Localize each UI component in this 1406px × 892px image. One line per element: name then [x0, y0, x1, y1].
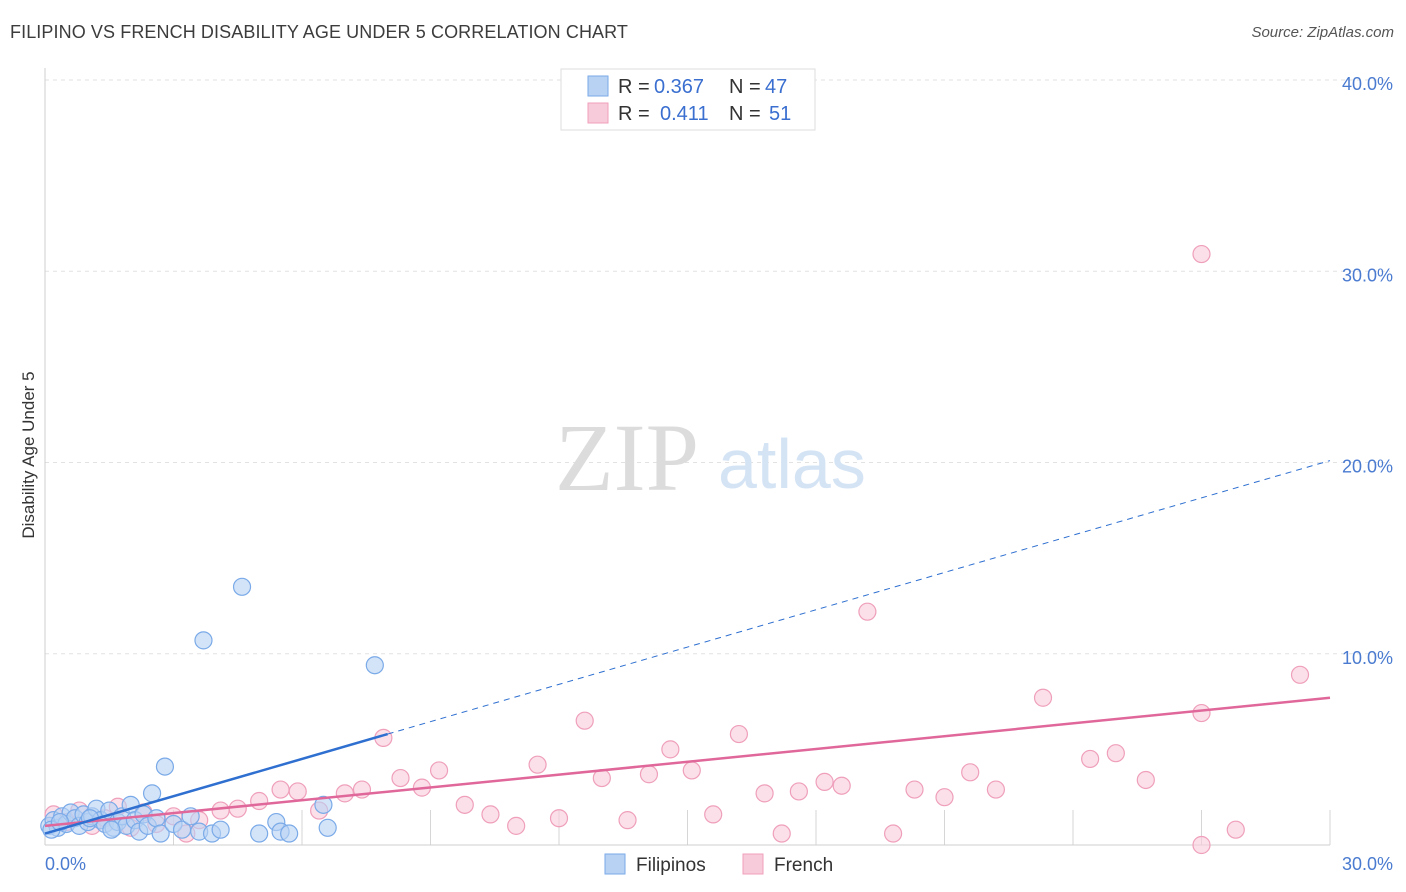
- point-french-15: [271, 780, 290, 799]
- point-french-46: [961, 763, 980, 782]
- point-filipinos-42: [365, 656, 384, 675]
- point-filipinos-32: [194, 631, 213, 650]
- point-french-53: [1226, 820, 1245, 839]
- y-tick-label-0: 10.0%: [1342, 648, 1393, 668]
- point-french-37: [755, 784, 774, 803]
- watermark-atlas: atlas: [718, 425, 866, 503]
- point-french-12: [211, 801, 230, 820]
- x-tick-label-1: 30.0%: [1342, 854, 1393, 874]
- point-filipinos-24: [142, 784, 162, 803]
- point-french-49: [1081, 749, 1100, 769]
- legend-r-value-filipinos: 0.367: [654, 76, 704, 98]
- point-french-31: [618, 811, 637, 830]
- point-filipinos-44: [50, 812, 70, 832]
- point-filipinos-26: [151, 824, 170, 843]
- source-label: Source: ZipAtlas.com: [1251, 24, 1394, 41]
- point-french-36: [729, 724, 749, 744]
- point-french-29: [575, 711, 594, 730]
- legend-bottom-label-filipinos: Filipinos: [636, 855, 706, 876]
- point-french-18: [335, 784, 354, 803]
- legend-n-value-filipinos: 47: [765, 76, 787, 98]
- trend-line-filipinos-extension: [387, 460, 1331, 735]
- point-french-26: [507, 816, 526, 835]
- point-french-43: [883, 824, 903, 843]
- point-french-16: [288, 782, 307, 801]
- y-axis-label: Disability Age Under 5: [19, 371, 38, 538]
- legend-swatch-filipinos: [587, 75, 609, 97]
- point-french-38: [772, 824, 791, 843]
- point-french-55: [1290, 665, 1310, 684]
- legend-bottom: Filipinos French: [604, 853, 833, 876]
- y-tick-labels: 10.0% 20.0% 30.0% 40.0%: [1342, 74, 1393, 668]
- point-french-23: [429, 761, 449, 780]
- point-french-44: [905, 780, 924, 799]
- point-french-47: [986, 780, 1006, 799]
- y-tick-label-1: 20.0%: [1342, 457, 1393, 477]
- point-french-39: [789, 782, 808, 801]
- legend-bottom-swatch-french: [742, 853, 764, 875]
- legend-bottom-swatch-filipinos: [604, 853, 626, 875]
- y-tick-label-3: 40.0%: [1342, 74, 1393, 94]
- point-french-51: [1136, 770, 1155, 790]
- trend-line-filipinos: [44, 732, 389, 835]
- point-filipinos-34: [211, 820, 230, 839]
- point-french-21: [391, 768, 410, 788]
- point-french-13: [228, 799, 247, 818]
- point-french-14: [250, 791, 269, 811]
- point-filipinos-27: [155, 757, 175, 776]
- x-tick-label-0: 0.0%: [45, 854, 86, 874]
- axes: [44, 68, 1330, 846]
- point-french-50: [1106, 744, 1125, 763]
- legend-n-value-french: 51: [769, 103, 791, 125]
- point-french-28: [549, 809, 569, 828]
- point-french-27: [528, 755, 547, 774]
- legend-top: R = 0.367 N = 47 R = 0.411 N = 51: [560, 68, 816, 131]
- grid-lines: [45, 79, 1390, 845]
- y-tick-label-2: 30.0%: [1342, 265, 1393, 285]
- point-filipinos-35: [232, 577, 252, 596]
- point-filipinos-40: [314, 795, 333, 814]
- legend-n-label-filipinos: N =: [729, 76, 761, 98]
- legend-r-label-french: R =: [618, 103, 650, 125]
- legend-swatch-french: [587, 102, 609, 124]
- watermark: ZIP atlas: [555, 404, 866, 511]
- point-french-45: [935, 788, 954, 807]
- point-filipinos-39: [280, 824, 299, 843]
- point-french-48: [1033, 688, 1053, 707]
- point-french-42: [858, 602, 877, 621]
- point-french-24: [455, 795, 474, 814]
- point-french-52: [1192, 703, 1211, 723]
- chart-title: FILIPINO VS FRENCH DISABILITY AGE UNDER …: [10, 22, 629, 42]
- legend-bottom-label-french: French: [774, 855, 833, 876]
- legend-n-label-french: N =: [729, 103, 761, 125]
- x-tick-labels: 0.0% 30.0%: [45, 854, 1393, 874]
- point-filipinos-25: [147, 809, 166, 828]
- trend-lines: [44, 460, 1331, 835]
- point-french-56: [1192, 835, 1211, 855]
- point-french-34: [682, 761, 701, 780]
- point-filipinos-46: [102, 820, 121, 839]
- trend-line-french: [44, 696, 1331, 828]
- point-french-41: [832, 776, 851, 795]
- point-french-40: [815, 772, 834, 791]
- data-points: [40, 244, 1310, 855]
- legend-r-label-filipinos: R =: [618, 76, 650, 98]
- legend-r-value-french: 0.411: [660, 103, 709, 125]
- point-french-54: [1192, 244, 1211, 264]
- point-french-33: [661, 740, 680, 759]
- point-filipinos-36: [250, 824, 269, 843]
- point-french-35: [704, 805, 723, 824]
- point-french-32: [639, 765, 659, 784]
- point-filipinos-41: [318, 818, 337, 837]
- point-french-25: [481, 805, 500, 824]
- watermark-zip: ZIP: [555, 404, 699, 511]
